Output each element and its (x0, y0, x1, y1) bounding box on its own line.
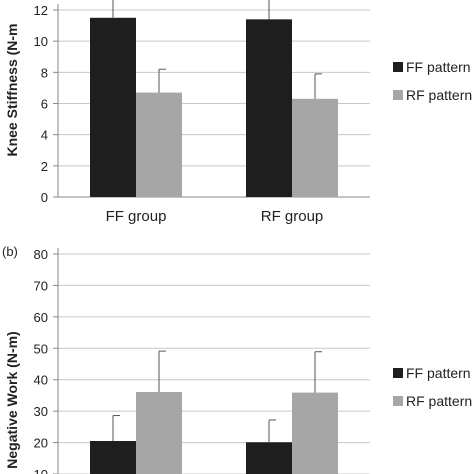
chart2-legend-label-2: RF pattern (406, 393, 472, 409)
chart2-y-axis-label: Negative Work (N-m) (4, 331, 20, 468)
chart2-y-tick-label: 40 (34, 373, 48, 388)
chart1-legend-label-2: RF pattern (406, 87, 472, 103)
chart1-y-tick-label: 6 (41, 97, 48, 112)
chart2-y-tick-label: 70 (34, 278, 48, 293)
chart2-y-tick-label: 10 (34, 467, 48, 474)
chart1-bar-2-2 (292, 98, 338, 197)
chart2-legend-swatch-2 (393, 396, 403, 406)
chart2-bar-1-1 (90, 441, 136, 474)
chart1-y-axis-label: Knee Stiffness (N-m (4, 23, 20, 156)
chart1-bar-1-2 (246, 19, 292, 197)
chart1-y-tick-label: 4 (41, 128, 48, 143)
chart2-y-tick-label: 50 (34, 341, 48, 356)
chart1-category-label: FF group (106, 208, 167, 225)
chart1-legend-swatch-2 (393, 90, 403, 100)
chart1-category-label: RF group (261, 208, 324, 225)
chart2-y-tick-label: 20 (34, 436, 48, 451)
chart1-y-tick-label: 0 (41, 190, 48, 205)
chart2-bar-2-2 (292, 392, 338, 474)
chart1-y-tick-label: 8 (41, 65, 48, 80)
chart2-y-tick-label: 80 (34, 247, 48, 262)
chart1-bar-2-1 (136, 92, 182, 197)
chart1-y-tick-label: 2 (41, 159, 48, 174)
chart1-legend-label-1: FF pattern (406, 59, 471, 75)
chart2-legend-swatch-1 (393, 368, 403, 378)
chart2-legend-label-1: FF pattern (406, 365, 471, 381)
chart2-bar-2-1 (136, 391, 182, 474)
chart1-bar-1-1 (90, 17, 136, 197)
chart2-y-tick-label: 60 (34, 310, 48, 325)
chart1-y-tick-label: 10 (34, 34, 48, 49)
chart1-y-tick-label: 12 (34, 3, 48, 18)
chart2-panel-label: (b) (2, 244, 18, 259)
chart2-bar-1-2 (246, 442, 292, 474)
chart1-legend-swatch-1 (393, 62, 403, 72)
chart2-y-tick-label: 30 (34, 404, 48, 419)
